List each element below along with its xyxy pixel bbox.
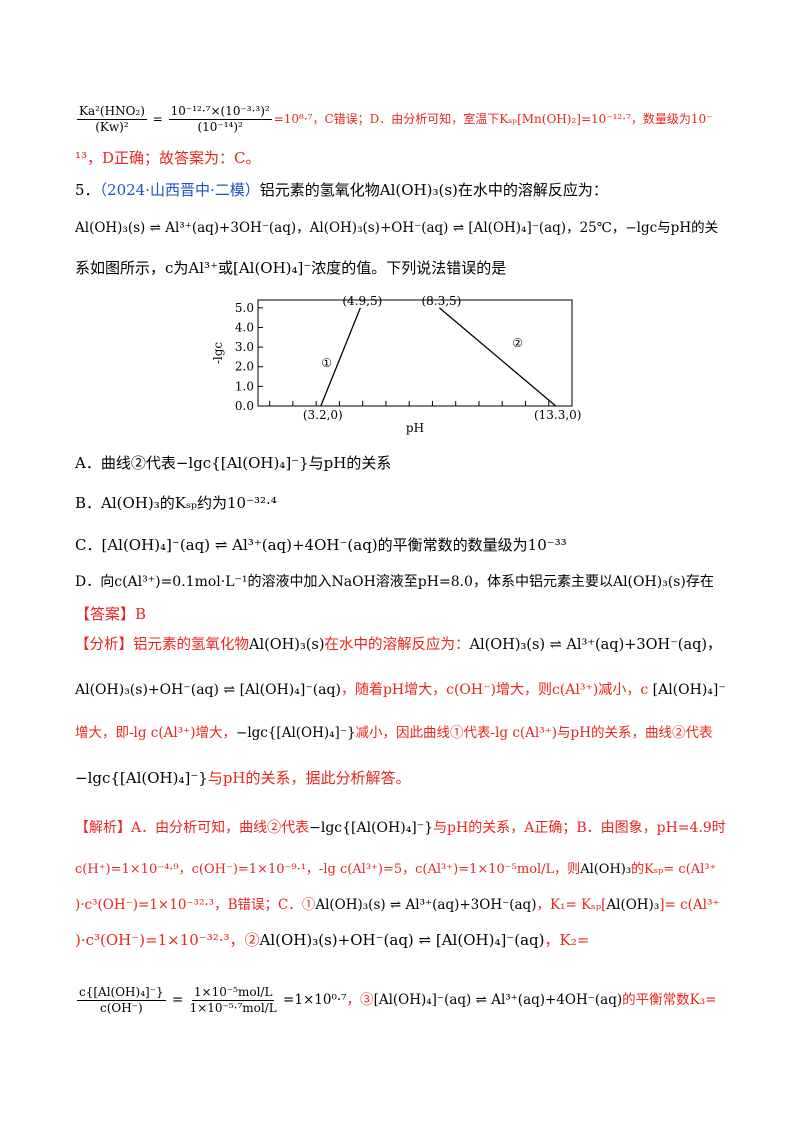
fraction: c{[Al(OH)₄]⁻} c(OH⁻) [77,985,166,1016]
y-axis-label: -lgc [211,342,225,365]
curve-label: ① [321,356,332,370]
text-line: 【答案】B [75,604,146,624]
text-segment: 增大，即-lg c(Al³⁺)增大， [75,725,237,741]
text-segment: Al(OH)₃(s) ⇌ Al³⁺(aq)+3OH⁻(aq)，Al(OH)₃(s… [75,220,719,236]
text-segment: c(H⁺)=1×10⁻⁴·⁹，c(OH⁻)=1×10⁻⁹·¹，-lg c(Al³… [75,862,581,877]
text-line: 增大，即-lg c(Al³⁺)增大，−lgc{[Al(OH)₄]⁻}减小，因此曲… [75,723,712,743]
curve [320,307,361,407]
point-label: (13.3,0) [534,408,582,422]
text-segment: Al(OH)₃(s) [249,637,325,653]
text-segment: ，随着pH增大，c(OH⁻)增大，则c(Al³⁺)减小，c [340,682,653,698]
text-segment: [Al(OH)₄]⁻(aq) ⇌ Al³⁺(aq)+4OH⁻(aq) [373,992,623,1008]
denominator: 1×10⁻⁵·⁷mol/L [189,1001,277,1015]
point-label: (8.3,5) [421,294,461,308]
text-line: Ka²(HNO₂) (Kw)² = 10⁻¹²·⁷×(10⁻³·³)² (10⁻¹⁴… [75,104,712,135]
text-segment: B．Al(OH)₃的Kₛₚ约为10⁻³²·⁴ [75,494,277,512]
point-label: (4.9,5) [342,294,382,308]
text-line: Al(OH)₃(s)+OH⁻(aq) ⇌ [Al(OH)₄]⁻(aq)，随着pH… [75,680,726,700]
text-line: C．[Al(OH)₄]⁻(aq) ⇌ Al³⁺(aq)+4OH⁻(aq)的平衡常… [75,535,567,555]
text-segment: = [167,992,188,1008]
text-segment: 铝元素的氢氧化物Al(OH)₃(s)在水中的溶解反应为： [259,181,608,199]
numerator: 10⁻¹²·⁷×(10⁻³·³)² [168,104,272,120]
text-segment: [Al(OH)₄]⁻ [652,682,726,698]
text-segment: A．曲线②代表−lgc{[Al(OH)₄]⁻}与pH的关系 [75,454,392,472]
text-segment: ，K₁= Kₛₚ[ [536,897,607,913]
text-segment: ¹³，D正确；故答案为：C。 [75,149,261,167]
text-line: A．曲线②代表−lgc{[Al(OH)₄]⁻}与pH的关系 [75,453,391,473]
text-line: D．向c(Al³⁺)=0.1mol·L⁻¹的溶液中加入NaOH溶液至pH=8.0… [75,572,714,592]
text-segment: −lgc{[Al(OH)₄]⁻} [236,725,356,741]
text-segment: −lgc{[Al(OH)₄]⁻} [75,769,208,787]
text-line: ¹³，D正确；故答案为：C。 [75,148,261,168]
text-segment: )·c³(OH⁻)=1×10⁻³²·³，② [75,931,260,949]
plot-frame [257,299,573,407]
text-segment: C．[Al(OH)₄]⁻(aq) ⇌ Al³⁺(aq)+4OH⁻(aq)的平衡常… [75,536,567,554]
text-segment: Al(OH)₃(s)+OH⁻(aq) ⇌ [Al(OH)₄]⁻(aq) [75,682,341,698]
text-segment: Al(OH)₃(s) ⇌ Al³⁺(aq)+3OH⁻(aq) [315,897,537,913]
text-segment: 【答案】B [75,605,147,623]
text-line: c(H⁺)=1×10⁻⁴·⁹，c(OH⁻)=1×10⁻⁹·¹，-lg c(Al³… [75,860,716,880]
numerator: Ka²(HNO₂) [77,104,147,120]
curve-label: ② [512,336,523,350]
curve [439,307,557,407]
text-segment: −lgc{[Al(OH)₄]⁻} [309,820,434,836]
text-segment: = [148,112,167,126]
text-segment: ，K₂= [544,931,590,949]
text-segment: 系如图所示，c为Al³⁺或[Al(OH)₄]⁻浓度的值。下列说法错误的是 [75,259,507,277]
point-label: (3.2,0) [303,408,343,422]
text-line: )·c³(OH⁻)=1×10⁻³²·³，B错误；C．①Al(OH)₃(s) ⇌ … [75,895,720,915]
denominator: (Kw)² [95,120,129,134]
text-segment: 与pH的关系，据此分析解答。 [207,769,411,787]
text-segment: =10⁸·⁷，C错误；D．由分析可知，室温下Kₛₚ[Mn(OH)₂]=10⁻¹²… [273,112,713,126]
y-tick-label: 2.0 [235,360,254,374]
text-segment: Al(OH)₃(s)+OH⁻(aq) ⇌ [Al(OH)₄]⁻(aq) [259,931,545,949]
text-segment: 的平衡常数K₃= [622,992,717,1008]
text-segment: Al(OH)₃(s) ⇌ Al³⁺(aq)+3OH⁻(aq)， [469,637,722,653]
text-line: 【分析】铝元素的氢氧化物Al(OH)₃(s)在水中的溶解反应为：Al(OH)₃(… [75,635,722,655]
y-tick-label: 1.0 [235,379,254,393]
denominator: (10⁻¹⁴)² [197,120,243,134]
y-tick-label: 3.0 [235,340,254,354]
text-segment: =1×10⁰·⁷ [278,992,347,1008]
text-segment: 【分析】铝元素的氢氧化物 [75,637,249,653]
text-segment: Al(OH)₃ [580,862,632,877]
text-line: Al(OH)₃(s) ⇌ Al³⁺(aq)+3OH⁻(aq)，Al(OH)₃(s… [75,218,718,238]
numerator: c{[Al(OH)₄]⁻} [77,985,166,1001]
fraction: 1×10⁻⁵mol/L 1×10⁻⁵·⁷mol/L [190,985,277,1016]
text-segment: （2024·山西晋中·二模） [99,181,260,199]
denominator: c(OH⁻) [99,1001,143,1015]
text-line: 系如图所示，c为Al³⁺或[Al(OH)₄]⁻浓度的值。下列说法错误的是 [75,258,506,278]
text-line: 5．（2024·山西晋中·二模）铝元素的氢氧化物Al(OH)₃(s)在水中的溶解… [75,180,608,200]
y-tick-label: 5.0 [235,301,254,315]
text-line: c{[Al(OH)₄]⁻} c(OH⁻) = 1×10⁻⁵mol/L 1×10⁻⁵·… [75,985,716,1016]
fraction: 10⁻¹²·⁷×(10⁻³·³)² (10⁻¹⁴)² [168,104,272,135]
text-segment: ]= c(Al³⁺ [659,897,720,913]
text-segment: 减小，因此曲线①代表-lg c(Al³⁺)与pH的关系，曲线②代表 [355,725,713,741]
text-segment: 的Kₛₚ= c(Al³⁺ [631,862,717,877]
text-segment: D．向c(Al³⁺)=0.1mol·L⁻¹的溶液中加入NaOH溶液至pH=8.0… [75,574,714,590]
text-segment: 在水中的溶解反应为： [324,637,470,653]
text-line: 【解析】A．由分析可知，曲线②代表−lgc{[Al(OH)₄]⁻}与pH的关系，… [75,818,726,838]
x-axis-label: pH [406,421,424,435]
text-line: )·c³(OH⁻)=1×10⁻³²·³，②Al(OH)₃(s)+OH⁻(aq) … [75,930,589,950]
text-line: B．Al(OH)₃的Kₛₚ约为10⁻³²·⁴ [75,493,277,513]
y-tick-label: 0.0 [235,399,254,413]
fraction: Ka²(HNO₂) (Kw)² [77,104,147,135]
text-segment: ，③ [346,992,374,1008]
text-segment: 5． [75,181,100,199]
text-segment: )·c³(OH⁻)=1×10⁻³²·³，B错误；C．① [75,897,316,913]
text-line: −lgc{[Al(OH)₄]⁻}与pH的关系，据此分析解答。 [75,768,411,788]
numerator: 1×10⁻⁵mol/L [191,985,275,1001]
y-tick-label: 4.0 [235,320,254,334]
text-segment: 与pH的关系，A正确；B．由图象，pH=4.9时 [433,820,726,836]
text-segment: 【解析】A．由分析可知，曲线②代表 [75,820,310,836]
text-segment: Al(OH)₃ [606,897,660,913]
